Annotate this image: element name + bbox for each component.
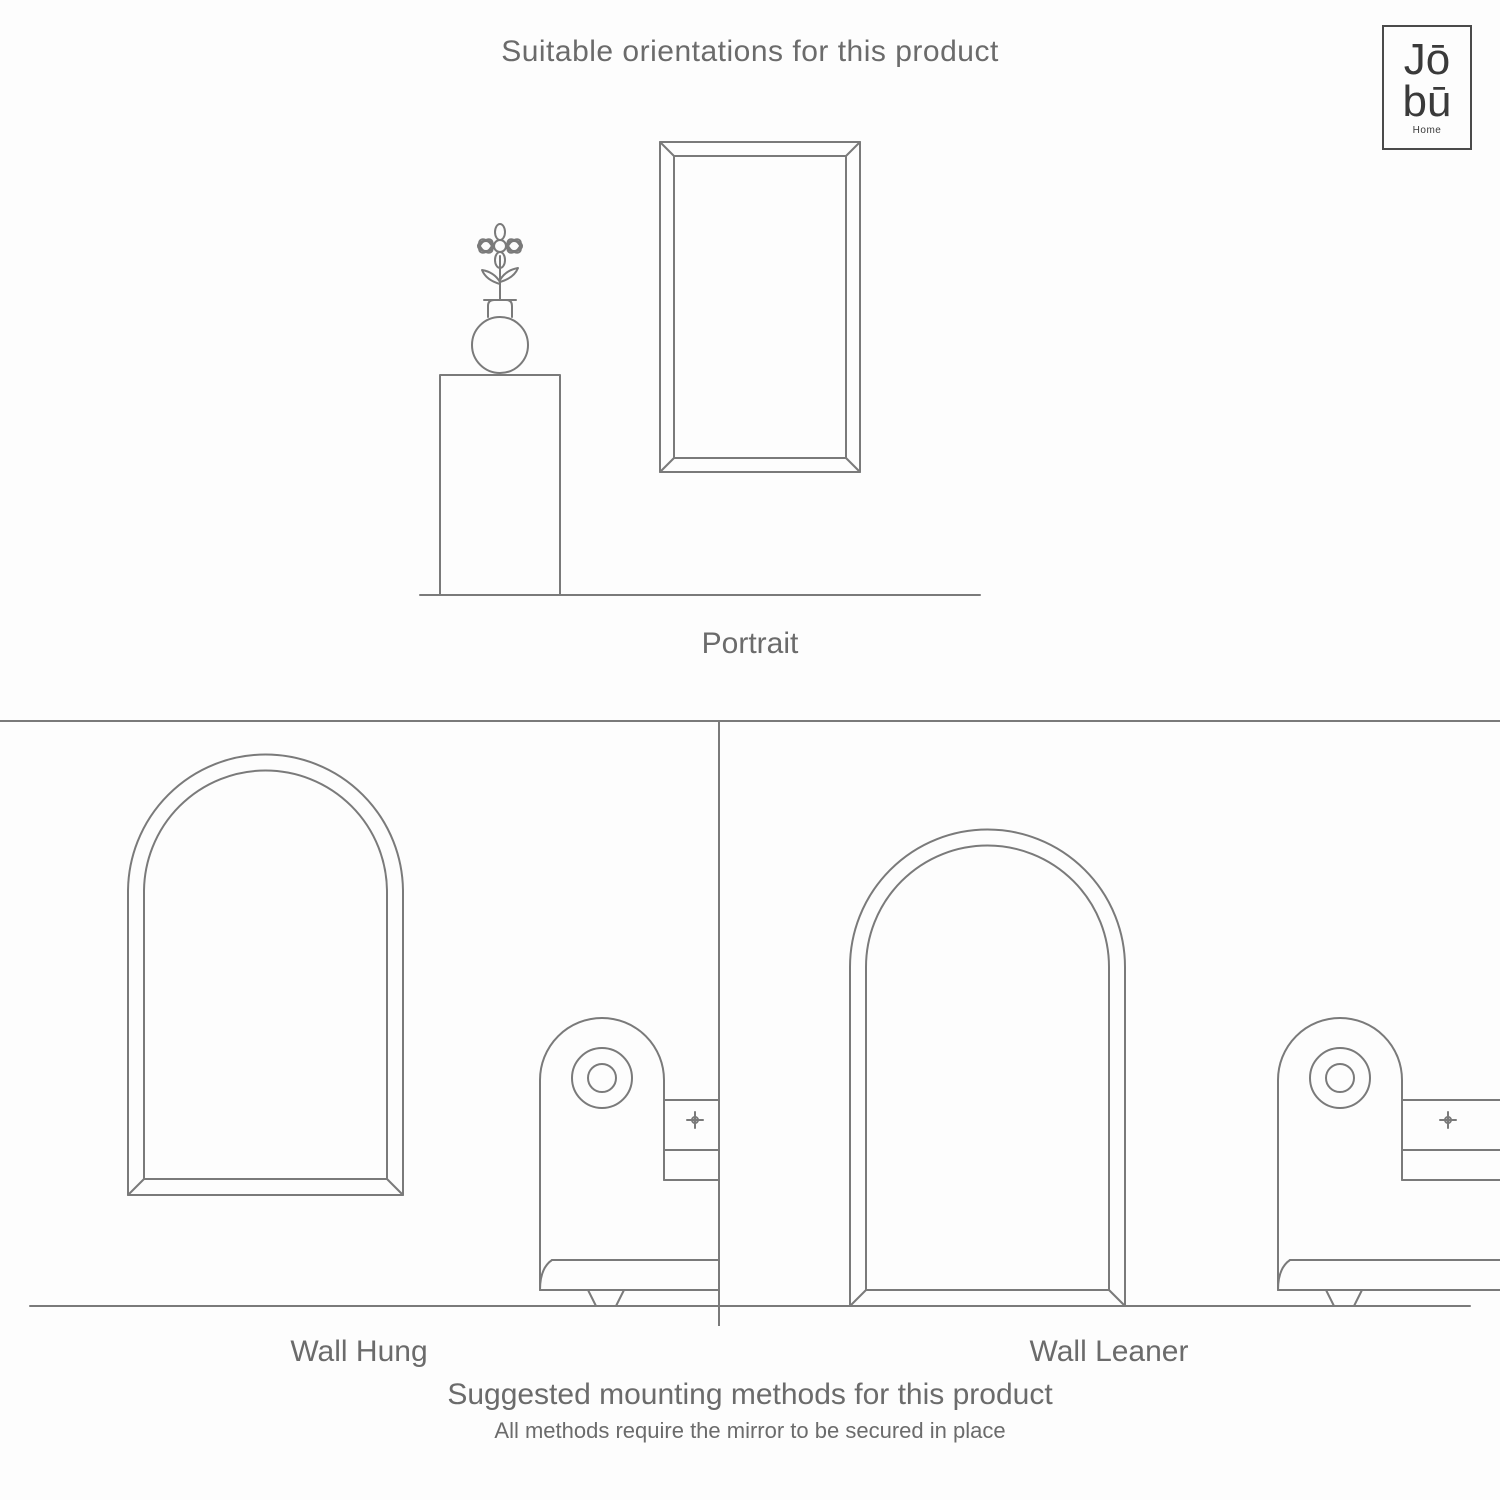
- mounting-wall-hung-illustration: [0, 720, 720, 1330]
- footer-title: Suggested mounting methods for this prod…: [0, 1378, 1500, 1412]
- mounting-label-wall-hung: Wall Hung: [0, 1335, 718, 1369]
- orientation-illustration: [0, 0, 1500, 620]
- footer-subtitle: All methods require the mirror to be sec…: [0, 1418, 1500, 1444]
- orientation-caption: Portrait: [0, 627, 1500, 661]
- mounting-wall-leaner-illustration: [718, 720, 1500, 1330]
- mounting-label-wall-leaner: Wall Leaner: [718, 1335, 1500, 1369]
